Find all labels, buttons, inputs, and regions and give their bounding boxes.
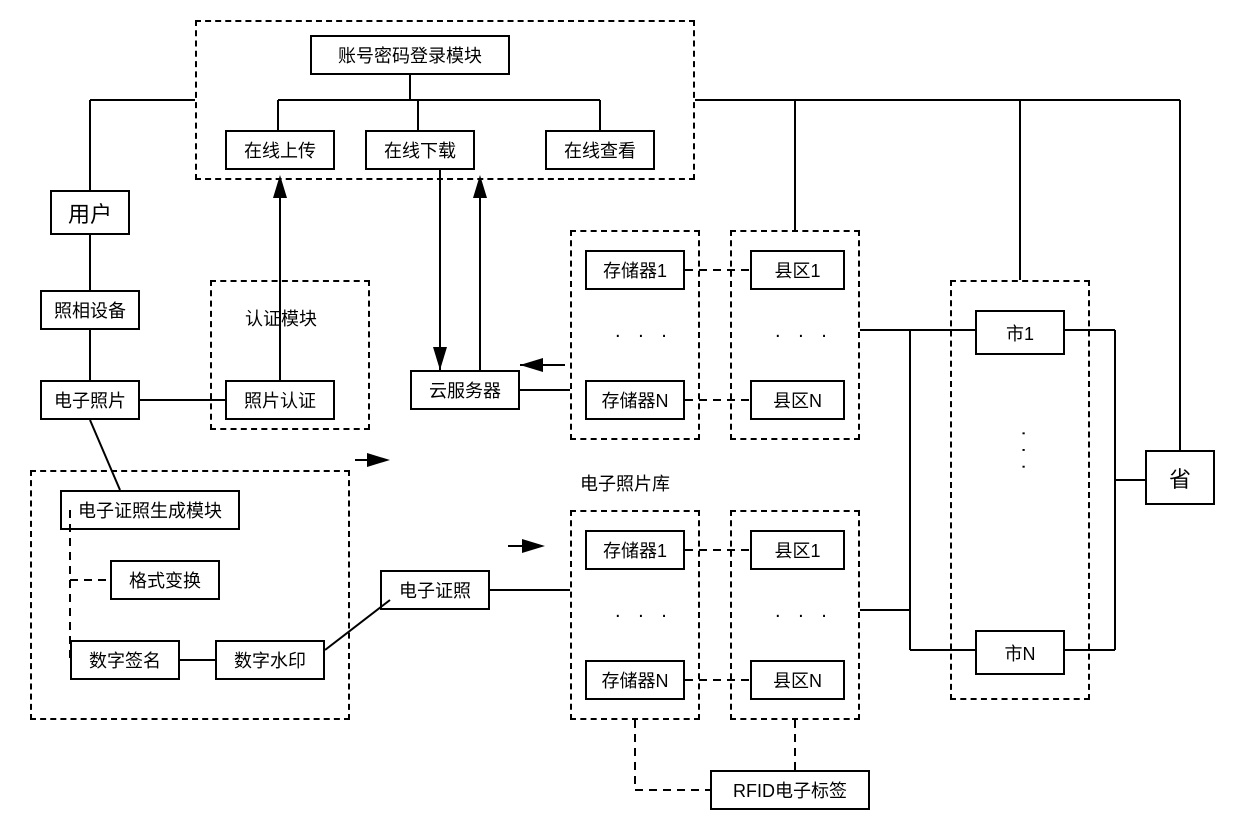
ephoto-box: 电子照片 bbox=[40, 380, 140, 420]
province-box: 省 bbox=[1145, 450, 1215, 505]
online-view-box: 在线查看 bbox=[545, 130, 655, 170]
countyN-bot-box: 县区N bbox=[750, 660, 845, 700]
county1-bot-box: 县区1 bbox=[750, 530, 845, 570]
county1-top-box: 县区1 bbox=[750, 250, 845, 290]
city1-box: 市1 bbox=[975, 310, 1065, 355]
auth-title-label: 认证模块 bbox=[245, 305, 317, 331]
countyN-top-box: 县区N bbox=[750, 380, 845, 420]
cloud-server-box: 云服务器 bbox=[410, 370, 520, 410]
dots-icon: . . . bbox=[775, 320, 833, 343]
storageN-top-box: 存储器N bbox=[585, 380, 685, 420]
online-upload-box: 在线上传 bbox=[225, 130, 335, 170]
storage1-bot-box: 存储器1 bbox=[585, 530, 685, 570]
vdots-icon: ··· bbox=[1012, 430, 1035, 480]
dots-icon: . . . bbox=[775, 600, 833, 623]
format-box: 格式变换 bbox=[110, 560, 220, 600]
dots-icon: . . . bbox=[615, 600, 673, 623]
diagram-canvas: 账号密码登录模块 在线上传 在线下载 在线查看 用户 照相设备 电子照片 认证模… bbox=[10, 10, 1230, 827]
storage1-top-box: 存储器1 bbox=[585, 250, 685, 290]
login-title-box: 账号密码登录模块 bbox=[310, 35, 510, 75]
cityN-box: 市N bbox=[975, 630, 1065, 675]
online-download-box: 在线下载 bbox=[365, 130, 475, 170]
storageN-bot-box: 存储器N bbox=[585, 660, 685, 700]
signature-box: 数字签名 bbox=[70, 640, 180, 680]
camera-box: 照相设备 bbox=[40, 290, 140, 330]
rfid-box: RFID电子标签 bbox=[710, 770, 870, 810]
watermark-box: 数字水印 bbox=[215, 640, 325, 680]
user-box: 用户 bbox=[50, 190, 130, 235]
ecert-box: 电子证照 bbox=[380, 570, 490, 610]
photo-lib-label: 电子照片库 bbox=[580, 470, 670, 496]
photo-auth-box: 照片认证 bbox=[225, 380, 335, 420]
ecert-gen-title-box: 电子证照生成模块 bbox=[60, 490, 240, 530]
dots-icon: . . . bbox=[615, 320, 673, 343]
